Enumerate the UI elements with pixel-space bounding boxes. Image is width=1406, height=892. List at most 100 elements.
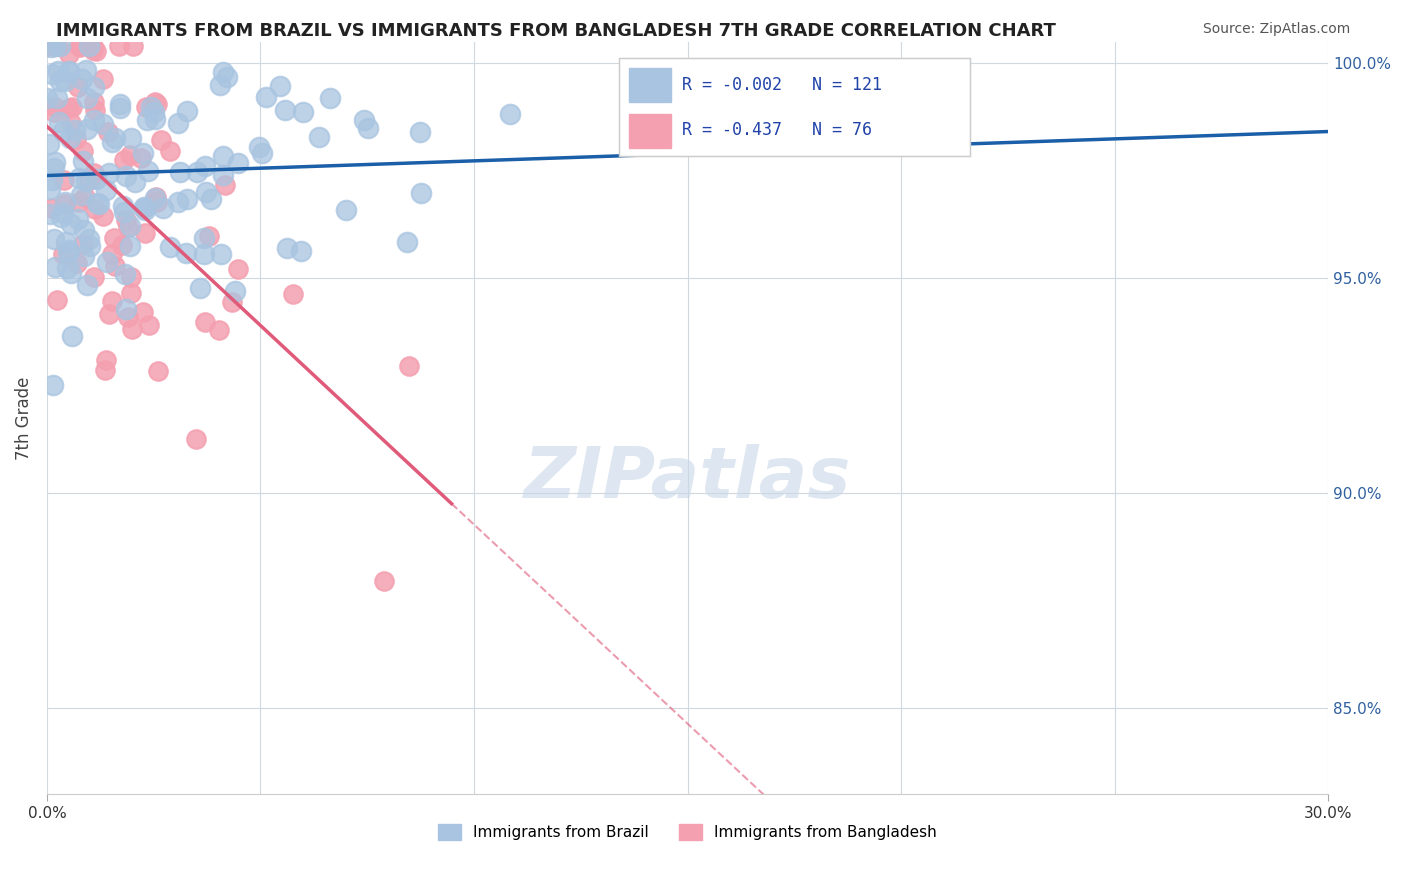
Point xyxy=(37,91,59,105)
Point xyxy=(84,172,107,186)
Point xyxy=(212,169,235,183)
Point xyxy=(38,182,60,196)
Point xyxy=(121,39,143,54)
Point xyxy=(150,133,173,147)
Text: R = -0.437   N = 76: R = -0.437 N = 76 xyxy=(682,120,872,138)
Point xyxy=(82,39,104,54)
Point xyxy=(112,205,135,219)
Point xyxy=(76,122,98,136)
Point xyxy=(224,284,246,298)
Point xyxy=(115,169,138,183)
Point xyxy=(60,328,83,343)
Point xyxy=(167,194,190,209)
Point xyxy=(63,123,86,137)
Point xyxy=(120,148,142,162)
Point xyxy=(67,39,90,54)
Point xyxy=(134,226,156,240)
Point xyxy=(75,190,97,204)
Point xyxy=(42,161,65,175)
Point xyxy=(319,91,342,105)
Point xyxy=(136,164,159,178)
Point xyxy=(44,104,66,119)
Y-axis label: 7th Grade: 7th Grade xyxy=(15,376,32,459)
Point xyxy=(146,97,169,112)
Point xyxy=(91,209,114,223)
Point xyxy=(46,293,69,308)
Point xyxy=(167,115,190,129)
Point xyxy=(120,239,142,253)
Point xyxy=(38,137,60,152)
Point xyxy=(53,194,76,209)
Point xyxy=(49,39,72,54)
Point xyxy=(41,172,63,186)
Point xyxy=(357,120,380,135)
Point xyxy=(111,199,134,213)
Point xyxy=(83,112,105,127)
Point xyxy=(120,286,142,301)
Point xyxy=(45,91,67,105)
Point xyxy=(84,44,107,58)
Point xyxy=(91,72,114,87)
Point xyxy=(46,64,69,78)
Point xyxy=(148,364,170,378)
Point xyxy=(134,100,156,114)
Point xyxy=(91,117,114,131)
Point xyxy=(39,207,62,221)
Point xyxy=(145,190,167,204)
Point xyxy=(69,188,91,202)
Point xyxy=(117,310,139,324)
Point xyxy=(48,115,70,129)
Point xyxy=(124,175,146,189)
Point xyxy=(498,107,520,121)
Point xyxy=(55,235,77,249)
Point xyxy=(176,246,198,260)
Point xyxy=(118,219,141,233)
Point xyxy=(76,278,98,293)
Point xyxy=(59,217,82,231)
Point xyxy=(247,139,270,153)
Point xyxy=(79,239,101,253)
Point xyxy=(104,259,127,273)
Point xyxy=(121,322,143,336)
Point xyxy=(69,194,91,209)
Point xyxy=(114,267,136,281)
Point xyxy=(56,261,79,276)
Point xyxy=(49,211,72,225)
Point xyxy=(186,165,208,179)
Bar xyxy=(630,68,671,102)
Point xyxy=(120,269,142,284)
Point xyxy=(353,112,375,127)
Point xyxy=(139,99,162,113)
Point xyxy=(84,202,107,216)
Point xyxy=(70,71,93,86)
Point xyxy=(108,39,131,54)
Point xyxy=(143,104,166,119)
Point xyxy=(254,90,277,104)
Point xyxy=(96,255,118,269)
Point xyxy=(101,136,124,150)
Point xyxy=(58,65,80,79)
Point xyxy=(98,307,121,321)
Point xyxy=(42,232,65,246)
Point xyxy=(83,80,105,95)
Point xyxy=(65,131,87,145)
Point xyxy=(132,304,155,318)
Point xyxy=(108,96,131,111)
Point xyxy=(269,78,291,93)
Point xyxy=(120,130,142,145)
Point xyxy=(115,301,138,316)
Point xyxy=(44,260,66,274)
Point xyxy=(75,174,97,188)
Point xyxy=(44,100,66,114)
Point xyxy=(58,101,80,115)
Point xyxy=(84,103,107,117)
Point xyxy=(44,39,66,54)
Point xyxy=(145,95,167,109)
Point xyxy=(169,165,191,179)
Point xyxy=(290,244,312,259)
Point xyxy=(188,281,211,295)
Point xyxy=(186,432,208,446)
Point xyxy=(152,201,174,215)
Point xyxy=(77,232,100,246)
Point xyxy=(209,246,232,260)
